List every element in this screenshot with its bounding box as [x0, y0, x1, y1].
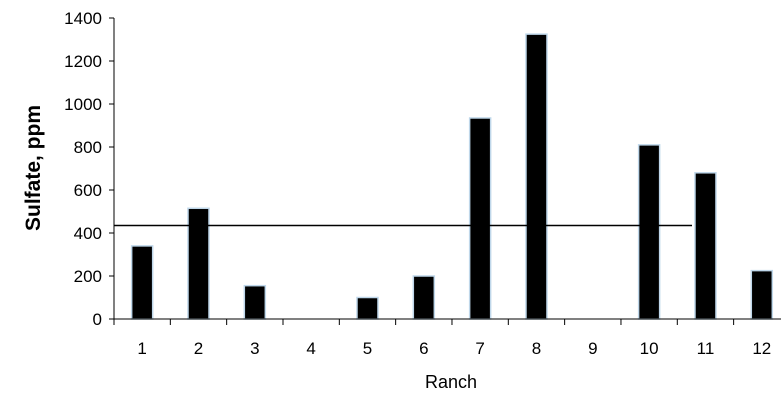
y-tick-label: 1200: [64, 52, 102, 71]
x-axis-title: Ranch: [425, 372, 477, 392]
y-tick-label: 400: [74, 224, 102, 243]
bar-ranch-1: [130, 245, 154, 320]
x-tick-label: 6: [419, 339, 428, 358]
x-tick-label: 5: [363, 339, 372, 358]
bar-ranch-6: [412, 275, 436, 320]
y-tick-label: 800: [74, 138, 102, 157]
x-tick-label: 7: [475, 339, 484, 358]
x-tick-label: 1: [137, 339, 146, 358]
bar-ranch-7: [468, 117, 492, 320]
bar-ranch-8: [525, 33, 548, 320]
x-tick-label: 3: [250, 339, 259, 358]
x-tick-label: 9: [588, 339, 597, 358]
bar-ranch-3: [243, 284, 267, 320]
y-tick-label: 0: [93, 310, 102, 329]
y-axis-title: Sulfate, ppm: [22, 105, 45, 231]
x-tick-label: 2: [194, 339, 203, 358]
bar-ranch-5: [356, 296, 379, 320]
x-tick-label: 12: [752, 339, 771, 358]
bars-group: [130, 33, 774, 320]
bar-ranch-12: [750, 269, 774, 320]
y-tick-label: 600: [74, 181, 102, 200]
x-tick-label: 10: [640, 339, 659, 358]
x-tick-label: 4: [306, 339, 315, 358]
x-tick-label: 11: [697, 339, 715, 358]
y-tick-label: 1000: [64, 95, 102, 114]
x-tick-label: 8: [532, 339, 541, 358]
bar-ranch-10: [637, 144, 661, 320]
y-tick-label: 200: [74, 267, 102, 286]
y-tick-label: 1400: [64, 9, 102, 28]
bar-ranch-11: [694, 172, 717, 320]
